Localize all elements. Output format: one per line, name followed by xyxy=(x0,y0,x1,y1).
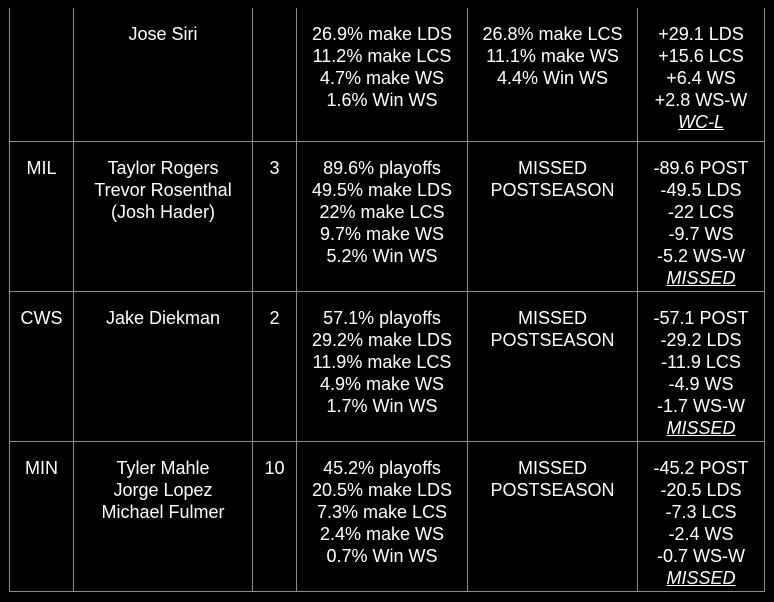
odds-cell: 57.1% playoffs 29.2% make LDS 11.9% make… xyxy=(296,290,468,442)
delta-line: +15.6 LCS xyxy=(658,46,744,66)
delta-line: -4.9 WS xyxy=(668,373,734,394)
count-value: 3 xyxy=(269,157,280,178)
player-name: Jorge Lopez xyxy=(113,479,213,500)
delta-line: -2.4 WS xyxy=(668,523,734,544)
odds-line: 11.9% make LCS xyxy=(312,351,452,372)
delta-line: -49.5 LDS xyxy=(660,179,742,200)
delta-cell: -45.2 POST -20.5 LDS -7.3 LCS -2.4 WS -0… xyxy=(637,440,765,592)
odds-line: 49.5% make LDS xyxy=(311,179,453,200)
odds-line: 26.9% make LDS xyxy=(311,24,453,44)
team-cell: MIL xyxy=(9,140,74,292)
delta-cell: -57.1 POST -29.2 LDS -11.9 LCS -4.9 WS -… xyxy=(637,290,765,442)
odds-line: 4.9% make WS xyxy=(319,373,445,394)
actual-cell: 26.8% make LCS 11.1% make WS 4.4% Win WS xyxy=(467,8,638,142)
player-name: Tyler Mahle xyxy=(116,457,210,478)
player-name: (Josh Hader) xyxy=(110,201,216,222)
table-row: CWS Jake Diekman 2 57.1% playoffs 29.2% … xyxy=(9,290,765,442)
delta-line: -89.6 POST xyxy=(653,157,749,178)
team-cell: CWS xyxy=(9,290,74,442)
delta-cell: +29.1 LDS +15.6 LCS +6.4 WS +2.8 WS-W WC… xyxy=(637,8,765,142)
player-name: Jose Siri xyxy=(128,24,198,44)
odds-cell: 89.6% playoffs 49.5% make LDS 22% make L… xyxy=(296,140,468,292)
odds-line: 1.7% Win WS xyxy=(326,395,438,416)
actual-cell: MISSED POSTSEASON xyxy=(467,290,638,442)
delta-line: -0.7 WS-W xyxy=(657,545,745,566)
delta-line: -7.3 LCS xyxy=(665,501,737,522)
result-tag: WC-L xyxy=(678,112,724,132)
result-tag: MISSED xyxy=(666,267,736,288)
odds-line: 9.7% make WS xyxy=(319,223,445,244)
players-cell: Taylor Rogers Trevor Rosenthal (Josh Had… xyxy=(73,140,253,292)
actual-line: 4.4% Win WS xyxy=(496,68,609,88)
delta-line: -29.2 LDS xyxy=(660,329,742,350)
team-abbrev: MIN xyxy=(25,457,58,478)
table-row: Jose Siri 26.9% make LDS 11.2% make LCS … xyxy=(9,8,765,142)
delta-line: +29.1 LDS xyxy=(658,24,744,44)
delta-line: -1.7 WS-W xyxy=(657,395,745,416)
count-cell: 10 xyxy=(252,440,297,592)
delta-line: -20.5 LDS xyxy=(660,479,742,500)
players-cell: Jose Siri xyxy=(73,8,253,142)
player-name: Jake Diekman xyxy=(105,307,221,328)
delta-line: -9.7 WS xyxy=(668,223,734,244)
odds-line: 89.6% playoffs xyxy=(323,157,441,178)
count-cell: 3 xyxy=(252,140,297,292)
table-row: MIL Taylor Rogers Trevor Rosenthal (Josh… xyxy=(9,140,765,292)
count-value: 2 xyxy=(269,307,280,328)
actual-cell: MISSED POSTSEASON xyxy=(467,140,638,292)
team-cell xyxy=(9,8,74,142)
trade-table-frame: Jose Siri 26.9% make LDS 11.2% make LCS … xyxy=(9,8,765,598)
count-value: 10 xyxy=(264,457,285,478)
odds-line: 7.3% make LCS xyxy=(316,501,448,522)
odds-line: 22% make LCS xyxy=(319,201,445,222)
odds-line: 5.2% Win WS xyxy=(326,245,438,266)
delta-line: -11.9 LCS xyxy=(661,351,741,372)
actual-line: 11.1% make WS xyxy=(486,46,619,66)
player-name: Trevor Rosenthal xyxy=(94,179,232,200)
actual-cell: MISSED POSTSEASON xyxy=(467,440,638,592)
odds-cell: 26.9% make LDS 11.2% make LCS 4.7% make … xyxy=(296,8,468,142)
result-tag: MISSED xyxy=(666,567,736,588)
delta-line: -22 LCS xyxy=(667,201,735,222)
actual-line: POSTSEASON xyxy=(490,179,615,200)
delta-cell: -89.6 POST -49.5 LDS -22 LCS -9.7 WS -5.… xyxy=(637,140,765,292)
odds-line: 1.6% Win WS xyxy=(326,90,438,110)
players-cell: Jake Diekman xyxy=(73,290,253,442)
delta-line: -57.1 POST xyxy=(653,307,749,328)
actual-line: 26.8% make LCS xyxy=(482,24,623,44)
delta-line: -45.2 POST xyxy=(653,457,749,478)
count-cell: 2 xyxy=(252,290,297,442)
table-row: MIN Tyler Mahle Jorge Lopez Michael Fulm… xyxy=(9,440,765,592)
team-abbrev: CWS xyxy=(20,307,63,328)
actual-line: POSTSEASON xyxy=(490,479,615,500)
odds-line: 29.2% make LDS xyxy=(311,329,453,350)
odds-line: 45.2% playoffs xyxy=(323,457,441,478)
players-cell: Tyler Mahle Jorge Lopez Michael Fulmer xyxy=(73,440,253,592)
player-name: Michael Fulmer xyxy=(101,501,225,522)
actual-line: MISSED xyxy=(517,157,587,178)
actual-line: POSTSEASON xyxy=(490,329,615,350)
odds-line: 11.2% make LCS xyxy=(312,46,452,66)
actual-line: MISSED xyxy=(517,307,587,328)
odds-line: 0.7% Win WS xyxy=(326,545,438,566)
odds-cell: 45.2% playoffs 20.5% make LDS 7.3% make … xyxy=(296,440,468,592)
count-cell xyxy=(252,8,297,142)
actual-line: MISSED xyxy=(517,457,587,478)
table-body: Jose Siri 26.9% make LDS 11.2% make LCS … xyxy=(9,8,765,592)
delta-line: +6.4 WS xyxy=(666,68,736,88)
delta-line: +2.8 WS-W xyxy=(654,90,748,110)
result-tag: MISSED xyxy=(666,417,736,438)
trade-deadline-table: Jose Siri 26.9% make LDS 11.2% make LCS … xyxy=(9,8,765,592)
delta-line: -5.2 WS-W xyxy=(657,245,745,266)
odds-line: 4.7% make WS xyxy=(319,68,445,88)
player-name: Taylor Rogers xyxy=(107,157,219,178)
odds-line: 20.5% make LDS xyxy=(311,479,453,500)
odds-line: 57.1% playoffs xyxy=(323,307,441,328)
team-cell: MIN xyxy=(9,440,74,592)
odds-line: 2.4% make WS xyxy=(319,523,445,544)
team-abbrev: MIL xyxy=(26,157,57,178)
